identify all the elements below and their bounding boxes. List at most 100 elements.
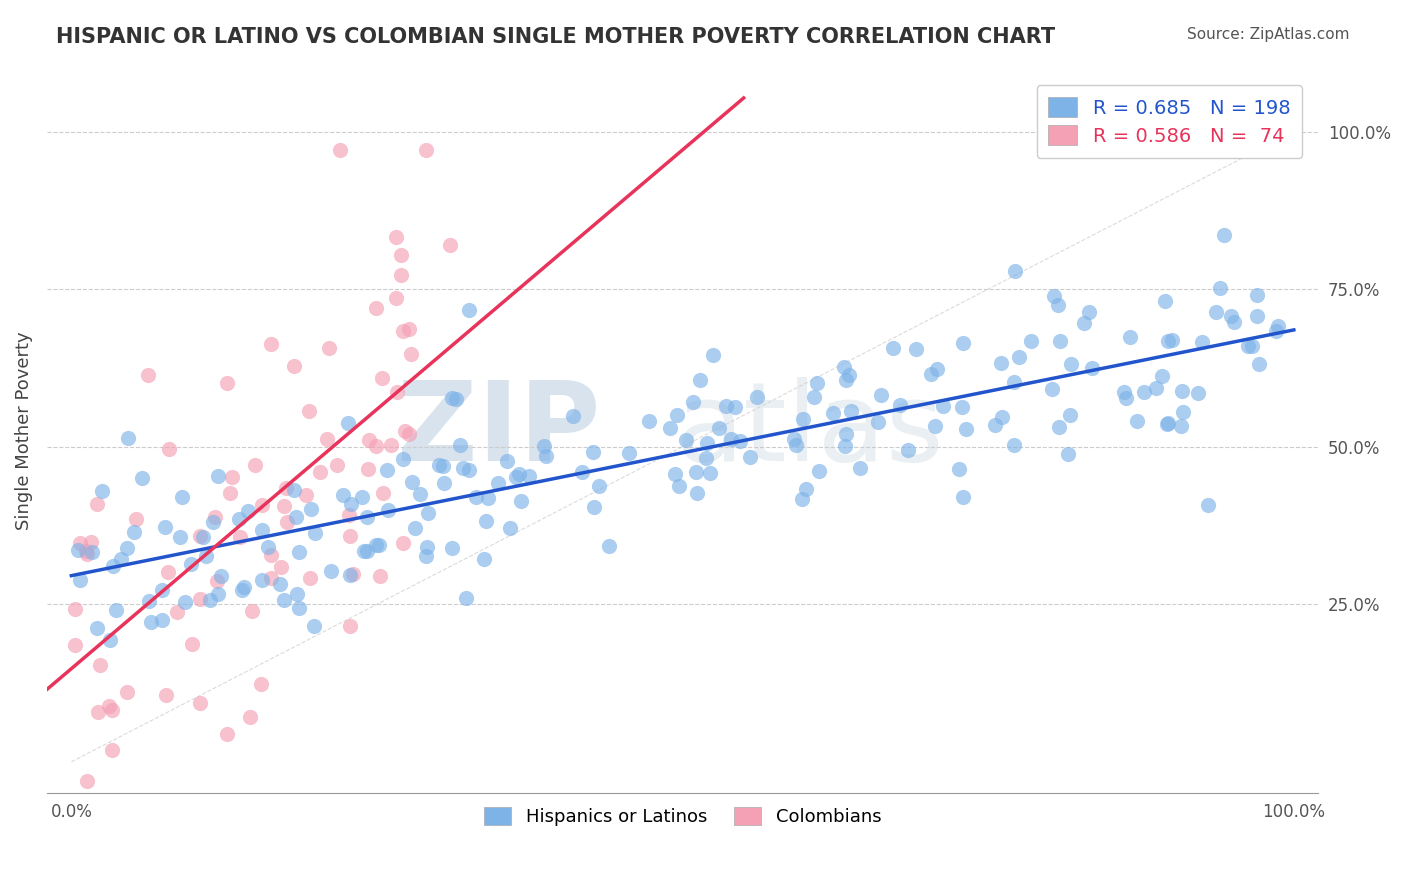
Point — [240, 604, 263, 618]
Point — [385, 230, 408, 244]
Point — [332, 488, 354, 502]
Point — [207, 468, 229, 483]
Point — [339, 619, 361, 633]
Point — [835, 373, 858, 387]
Point — [738, 450, 761, 465]
Point — [834, 360, 856, 375]
Point — [686, 486, 709, 500]
Point — [441, 541, 464, 556]
Point — [110, 551, 132, 566]
Point — [1222, 315, 1244, 329]
Point — [720, 432, 742, 446]
Point — [155, 520, 177, 534]
Point — [294, 487, 316, 501]
Point — [243, 458, 266, 472]
Point — [299, 571, 322, 585]
Point — [252, 498, 274, 512]
Point — [87, 705, 110, 719]
Point — [457, 463, 479, 477]
Point — [260, 337, 283, 351]
Point — [76, 774, 98, 789]
Point — [658, 421, 681, 435]
Point — [920, 367, 942, 381]
Point — [897, 443, 920, 458]
Point — [1152, 368, 1174, 383]
Point — [339, 529, 361, 543]
Point — [392, 451, 415, 466]
Point — [1209, 281, 1232, 295]
Point — [449, 438, 471, 452]
Point — [806, 376, 828, 390]
Point — [870, 387, 893, 401]
Point — [69, 536, 91, 550]
Point — [356, 543, 378, 558]
Point — [924, 418, 946, 433]
Point — [510, 494, 533, 508]
Point — [990, 356, 1012, 370]
Point — [783, 432, 806, 446]
Point — [984, 417, 1007, 432]
Point — [276, 515, 298, 529]
Point — [337, 416, 360, 430]
Point — [685, 465, 707, 479]
Point — [1156, 417, 1178, 432]
Point — [350, 490, 373, 504]
Point — [1220, 309, 1243, 323]
Point — [415, 144, 437, 158]
Point — [398, 322, 420, 336]
Point — [1057, 447, 1080, 461]
Point — [373, 485, 395, 500]
Point — [1059, 408, 1081, 422]
Point — [65, 602, 87, 616]
Point — [617, 446, 640, 460]
Point — [260, 571, 283, 585]
Point — [1161, 333, 1184, 347]
Point — [228, 511, 250, 525]
Point — [1154, 294, 1177, 309]
Point — [1205, 304, 1227, 318]
Point — [250, 676, 273, 690]
Point — [368, 538, 391, 552]
Point — [582, 444, 605, 458]
Point — [1119, 330, 1142, 344]
Point — [498, 521, 520, 535]
Point — [889, 398, 911, 412]
Point — [257, 540, 280, 554]
Point — [432, 458, 454, 473]
Point — [925, 362, 948, 376]
Point — [1249, 358, 1271, 372]
Point — [747, 390, 769, 404]
Point — [207, 587, 229, 601]
Point — [399, 347, 422, 361]
Point — [823, 406, 845, 420]
Point — [89, 658, 111, 673]
Point — [1157, 334, 1180, 348]
Point — [103, 558, 125, 573]
Point — [364, 538, 387, 552]
Point — [838, 368, 860, 382]
Point — [1187, 386, 1209, 401]
Point — [357, 433, 380, 447]
Point — [368, 569, 391, 583]
Point — [439, 238, 461, 252]
Point — [803, 390, 825, 404]
Point — [100, 743, 122, 757]
Point — [517, 469, 540, 483]
Point — [952, 490, 974, 504]
Point — [1040, 382, 1063, 396]
Point — [342, 566, 364, 581]
Text: atlas: atlas — [675, 377, 943, 484]
Point — [115, 541, 138, 555]
Y-axis label: Single Mother Poverty: Single Mother Poverty — [15, 332, 32, 530]
Point — [180, 557, 202, 571]
Point — [1002, 376, 1025, 390]
Point — [315, 432, 337, 446]
Point — [131, 471, 153, 485]
Point — [217, 727, 239, 741]
Point — [1004, 263, 1026, 277]
Point — [157, 442, 180, 457]
Point — [125, 512, 148, 526]
Point — [588, 478, 610, 492]
Point — [221, 470, 243, 484]
Point — [408, 487, 430, 501]
